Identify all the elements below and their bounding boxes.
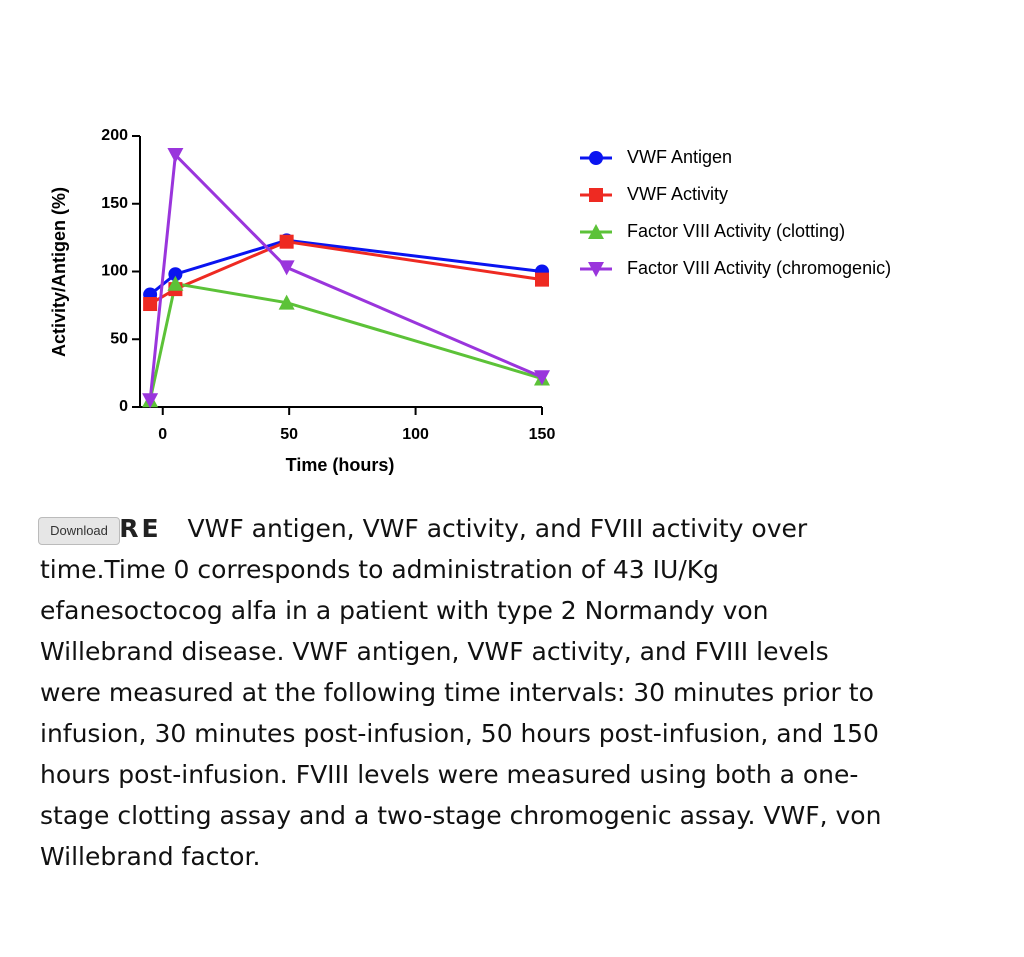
caption-line: Willebrand factor. [40, 842, 261, 871]
series-line [149, 240, 543, 306]
caption-line: efanesoctocog alfa in a patient with typ… [40, 596, 769, 625]
download-button[interactable]: Download [38, 517, 120, 545]
data-point [143, 297, 158, 312]
data-point [535, 272, 549, 287]
data-point [278, 260, 295, 276]
legend-label: Factor VIII Activity (clotting) [627, 221, 845, 241]
legend-label: VWF Antigen [627, 147, 732, 167]
caption-line: were measured at the following time inte… [40, 678, 874, 707]
x-tick-label: 0 [158, 426, 167, 443]
caption-text: VWF antigen, VWF activity, and FVIII act… [187, 514, 808, 543]
legend-marker [589, 151, 603, 165]
chart: Time (hours) Activity/Antigen (%) 0 50 100… [49, 127, 891, 475]
legend-label: Factor VIII Activity (chromogenic) [627, 258, 891, 278]
caption-line: time.Time 0 corresponds to administratio… [40, 555, 720, 584]
y-tick-label: 100 [101, 263, 128, 280]
data-point [279, 234, 294, 249]
data-point [168, 267, 183, 282]
x-axis-label: Time (hours) [286, 455, 395, 475]
caption: FIGUREVWF antigen, VWF activity, and FVI… [40, 508, 881, 877]
x-tick-label: 50 [280, 426, 298, 443]
data-point [167, 147, 184, 163]
caption-line: infusion, 30 minutes post-infusion, 50 h… [40, 719, 879, 748]
caption-line: Willebrand disease. VWF antigen, VWF act… [40, 637, 829, 666]
x-tick-label: 100 [402, 426, 429, 443]
y-tick-label: 200 [101, 127, 128, 144]
data-point [278, 294, 295, 310]
data-point [167, 275, 184, 291]
series-line [149, 238, 543, 296]
data-point [534, 370, 550, 386]
legend-marker [588, 224, 604, 239]
series-line [148, 281, 543, 401]
x-tick-label: 150 [529, 426, 556, 443]
caption-line: FIGUREVWF antigen, VWF activity, and FVI… [40, 508, 881, 549]
caption-line: hours post-infusion. FVIII levels were m… [40, 760, 859, 789]
data-point [142, 393, 159, 409]
legend-marker [589, 188, 603, 202]
y-tick-label: 50 [110, 330, 128, 347]
legend-marker [588, 262, 604, 277]
y-tick-label: 150 [101, 195, 128, 212]
series-line [148, 151, 543, 401]
legend-label: VWF Activity [627, 184, 728, 204]
y-tick-label: 0 [119, 398, 128, 415]
y-axis-label: Activity/Antigen (%) [49, 187, 69, 357]
caption-line: stage clotting assay and a two-stage chr… [40, 801, 882, 830]
